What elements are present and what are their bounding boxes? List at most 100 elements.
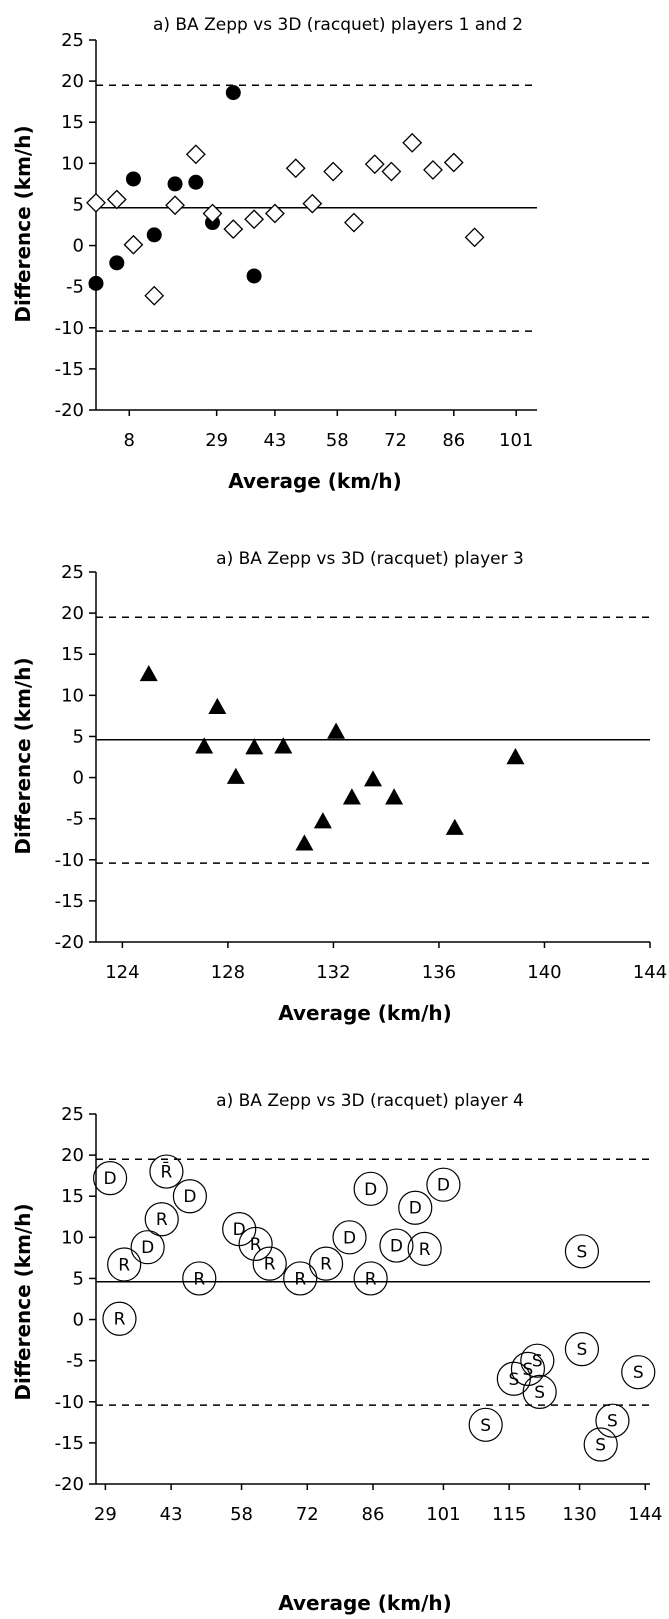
data-point-letter-circle: R [308,1246,344,1281]
data-point-open-diamond [344,212,364,233]
data-point-letter-circle: S [522,1374,557,1410]
data-point-open-diamond [323,161,344,182]
data-point-label: D [364,1180,377,1200]
data-point-ring [238,1226,273,1262]
data-point-ring [621,1355,656,1390]
data-point-ring [332,1220,367,1255]
data-point-letter-circle: D [426,1167,461,1202]
data-point-letter-circle: D [398,1190,433,1225]
y-tick-label: 0 [73,1310,84,1331]
data-point-letter-circle: R [252,1246,287,1281]
data-point-open-diamond [264,203,285,224]
data-point-letter-circle: D [379,1228,414,1263]
y-tick-label: 25 [61,30,84,51]
data-point-ring [283,1261,318,1296]
data-point-ring [353,1261,388,1296]
data-point-ring [520,1343,555,1378]
data-point-filled-triangle [195,737,214,754]
data-point-label: S [508,1370,519,1390]
data-point-letter-circle: D [172,1179,207,1214]
data-point-filled-triangle [506,748,525,765]
y-tick-label: 5 [73,726,84,747]
x-tick-label: 144 [633,962,667,983]
data-point-label: D [343,1228,356,1248]
data-point-ring [102,1301,137,1336]
data-point-label: D [233,1220,246,1240]
y-tick-label: 10 [61,685,84,706]
y-tick-label: 15 [61,644,84,665]
data-point-label: R [365,1269,377,1289]
x-tick-label: 128 [211,962,245,983]
x-tick-label: 43 [263,430,286,451]
data-point-letter-circle: R [283,1261,318,1296]
data-point-label: S [595,1436,606,1456]
x-axis-label: Average (km/h) [278,1001,452,1025]
data-point-ring [426,1167,461,1202]
data-point-label: R̄ [161,1160,173,1182]
data-point-label: R [114,1310,126,1330]
x-tick-label: 72 [296,1504,319,1525]
data-point-open-diamond [464,227,485,248]
data-point-filled-triangle [327,722,346,739]
x-tick-label: 86 [442,430,465,451]
data-point-letter-circle: S [564,1332,600,1367]
data-point-open-diamond [144,285,165,306]
data-point-filled-circle [225,85,241,101]
data-point-open-diamond [423,159,443,180]
data-point-ring [407,1231,442,1266]
data-point-letter-circle: R [238,1226,273,1262]
y-tick-label: -20 [55,1474,84,1495]
y-axis-label: Difference (km/h) [11,1203,35,1400]
data-point-ring [510,1351,546,1386]
y-tick-label: -20 [55,932,84,953]
x-tick-label: 43 [160,1504,183,1525]
data-point-ring [182,1261,217,1296]
data-point-letter-circle: S [621,1355,656,1390]
data-point-label: R [264,1255,276,1275]
data-point-label: S [523,1360,534,1380]
x-tick-label: 29 [94,1504,117,1525]
data-point-filled-circle [125,171,141,187]
x-tick-label: 101 [426,1504,460,1525]
data-point-ring [308,1246,344,1281]
data-point-open-diamond [443,152,464,173]
data-point-filled-triangle [245,738,264,755]
data-point-filled-triangle [139,664,158,682]
data-point-label: R [294,1269,306,1289]
y-tick-label: 5 [73,1268,84,1289]
data-point-label: S [534,1383,545,1403]
chart-title: a) BA Zepp vs 3D (racquet) players 1 and… [153,15,523,35]
data-point-label: R [419,1240,431,1260]
data-point-label: D [141,1238,154,1258]
chart-title: a) BA Zepp vs 3D (racquet) player 3 [216,549,524,569]
data-point-open-diamond [185,144,206,165]
data-point-filled-triangle [295,834,314,851]
data-point-label: S [577,1340,588,1360]
y-tick-label: -15 [55,359,84,380]
data-point-open-diamond [86,192,106,213]
data-point-ring [583,1427,618,1462]
data-point-ring [107,1247,142,1282]
x-tick-label: 132 [316,962,350,983]
data-point-label: S [633,1363,644,1383]
data-point-open-diamond [364,154,385,175]
data-point-open-diamond [302,193,323,214]
y-tick-label: -5 [66,809,84,830]
data-point-ring [252,1246,287,1281]
x-axis-label: Average (km/h) [278,1591,452,1615]
x-tick-label: 130 [562,1504,596,1525]
data-point-letter-circle: D [92,1161,128,1196]
data-point-ring [398,1190,433,1225]
data-point-filled-triangle [226,767,245,784]
y-tick-label: 10 [61,1227,84,1248]
data-point-letter-circle: D [332,1220,367,1255]
y-tick-label: -10 [55,1392,84,1413]
data-point-ring [172,1179,207,1214]
x-tick-label: 140 [527,962,561,983]
y-tick-label: 25 [61,1104,84,1125]
x-tick-label: 58 [326,430,349,451]
data-point-letter-circle: R [182,1261,217,1296]
data-point-letter-circle: R [107,1247,142,1282]
data-point-open-diamond [106,189,127,210]
data-point-letter-circle: R [407,1231,442,1266]
